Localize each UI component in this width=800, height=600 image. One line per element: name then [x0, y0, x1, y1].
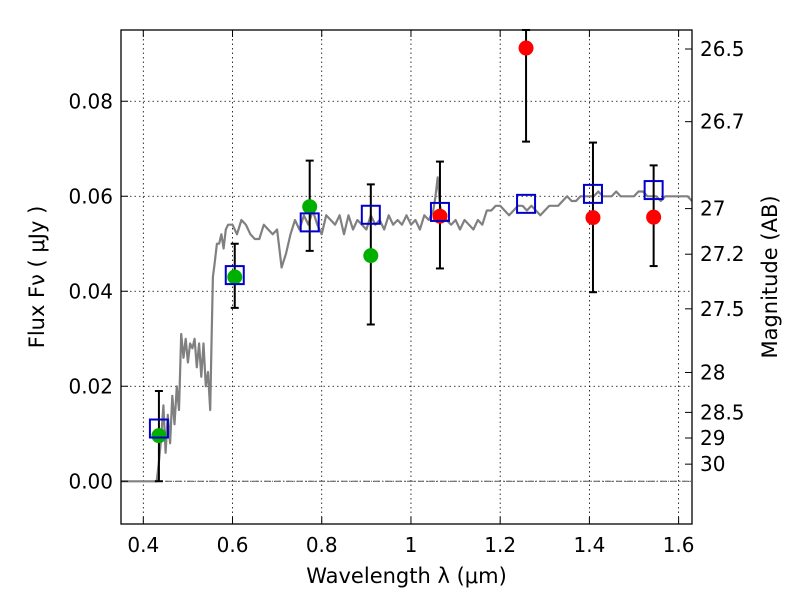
square-point [429, 201, 450, 222]
square-point [360, 204, 381, 225]
green-point [227, 269, 243, 285]
green-point [363, 248, 379, 264]
square-point [516, 193, 537, 214]
x-tick-label: 1.6 [663, 533, 695, 557]
y-tick-label: 0.04 [68, 279, 113, 303]
y-axis-ticks: 0.00 0.02 0.04 0.06 0.08 [68, 89, 128, 493]
square-point [224, 265, 245, 286]
x-tick-label: 0.6 [217, 533, 249, 557]
red-point [518, 40, 534, 56]
x-tick-label: 1 [405, 533, 418, 557]
plot-frame [120, 29, 693, 525]
y-tick-label: 0.06 [68, 184, 113, 208]
right-tick-label: 26.5 [700, 37, 745, 61]
right-axis-title: Magnitude (AB) [758, 195, 782, 358]
x-tick-label: 0.4 [127, 533, 159, 557]
square-points-layer [148, 180, 664, 439]
red-point [585, 210, 601, 226]
y-axis-title: Flux Fν ( μJy ) [25, 206, 49, 349]
x-axis-ticks: 0.4 0.6 0.8 1 1.2 1.4 1.6 [127, 30, 695, 557]
right-tick-label: 27 [700, 197, 725, 221]
square-point [643, 180, 664, 201]
right-tick-label: 26.7 [700, 110, 745, 134]
right-tick-label: 30 [700, 452, 725, 476]
right-tick-label: 27.2 [700, 242, 745, 266]
x-tick-label: 0.8 [306, 533, 338, 557]
square-point [148, 418, 169, 439]
grid [121, 30, 692, 524]
right-tick-label: 28.5 [700, 400, 745, 424]
green-point [151, 428, 167, 444]
square-point [582, 183, 603, 204]
errorbar-layer [154, 29, 658, 483]
right-tick-label: 27.5 [700, 297, 745, 321]
right-tick-label: 29 [700, 426, 725, 450]
green-points-layer [151, 199, 379, 444]
square-point [299, 212, 320, 233]
x-tick-label: 1.2 [484, 533, 516, 557]
red-point [646, 209, 662, 225]
y-tick-label: 0.08 [68, 89, 113, 113]
x-axis-title: Wavelength λ (μm) [306, 564, 507, 588]
red-points-layer [432, 40, 662, 226]
right-tick-label: 28 [700, 360, 725, 384]
y-tick-label: 0.00 [68, 469, 113, 493]
x-tick-label: 1.4 [573, 533, 605, 557]
green-point [302, 199, 318, 215]
model-spectrum-layer [121, 176, 693, 483]
model-spectrum-line [121, 176, 693, 483]
y-tick-label: 0.02 [68, 374, 113, 398]
